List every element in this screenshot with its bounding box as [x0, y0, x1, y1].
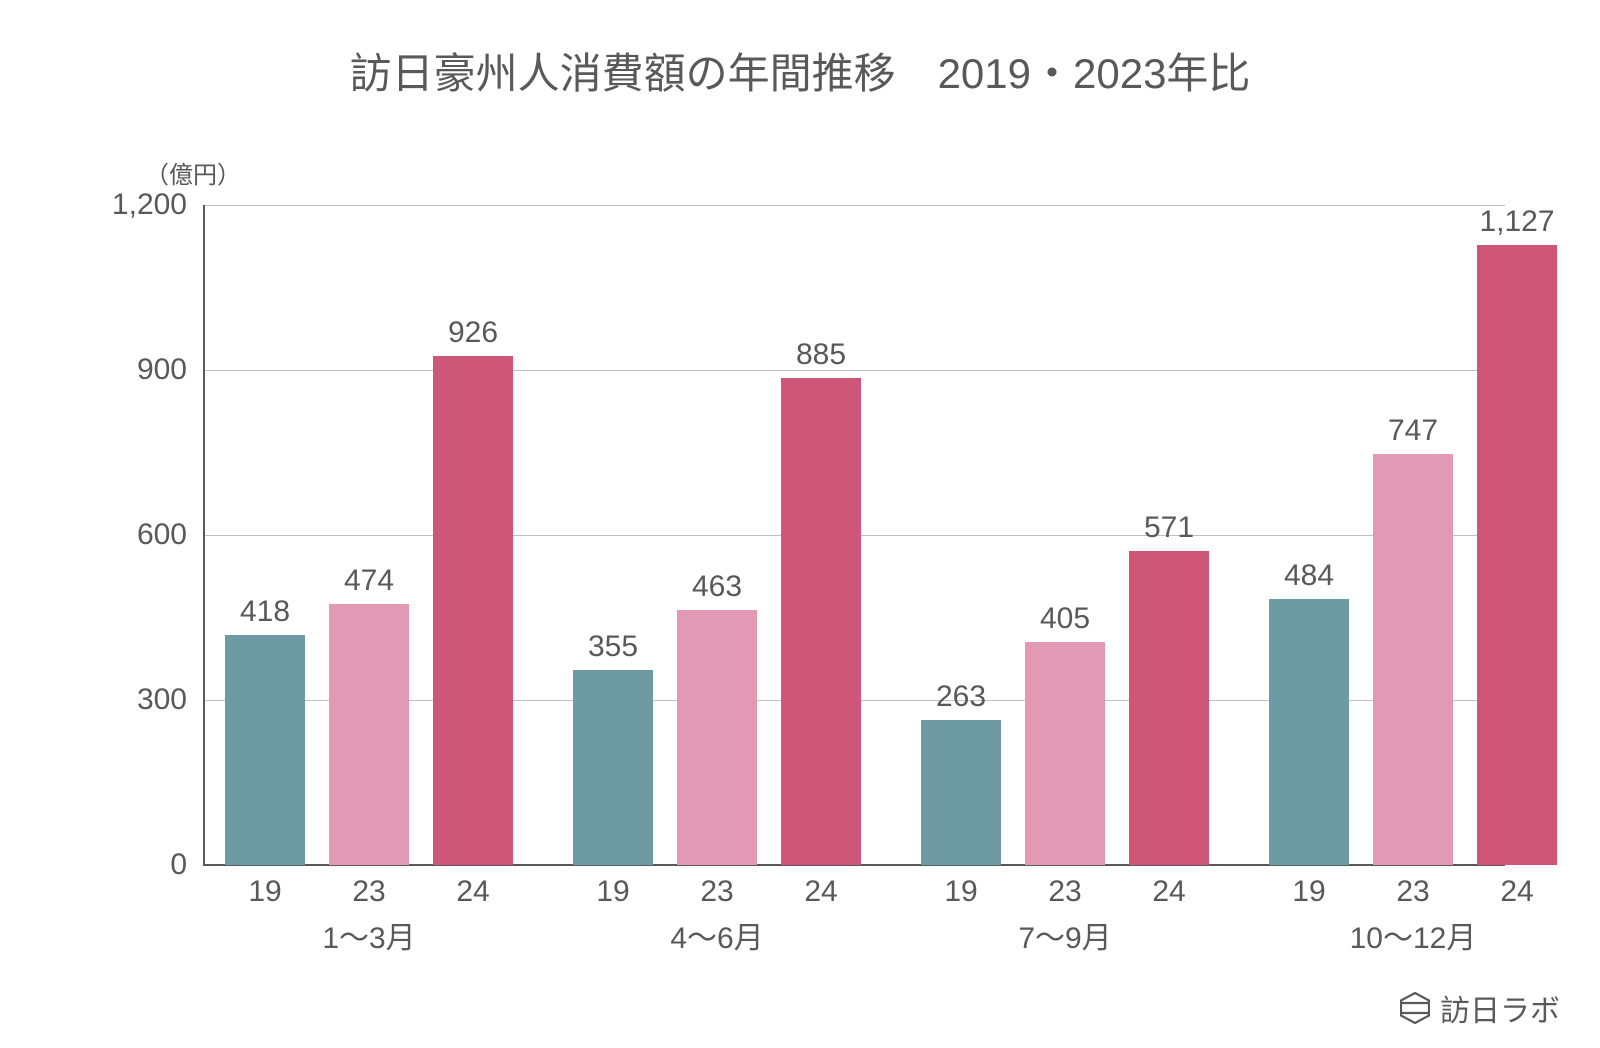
- chart-container: 訪日豪州人消費額の年間推移 2019・2023年比 （億円） 030060090…: [0, 0, 1600, 1048]
- x-group-label: 10〜12月: [1350, 865, 1477, 957]
- bar-value-label: 1,127: [1479, 205, 1554, 245]
- bar: 355: [573, 670, 653, 865]
- bar: 263: [921, 720, 1001, 865]
- gridline: [205, 370, 1505, 371]
- bar-value-label: 747: [1388, 414, 1438, 454]
- y-tick-label: 1,200: [112, 188, 205, 222]
- bar-value-label: 474: [344, 564, 394, 604]
- x-tick-label: 24: [804, 865, 837, 909]
- bar: 463: [677, 610, 757, 865]
- bar: 405: [1025, 642, 1105, 865]
- y-tick-label: 300: [137, 683, 205, 717]
- hexagon-icon: [1400, 992, 1430, 1024]
- bar: 418: [225, 635, 305, 865]
- plot-area: 03006009001,2004181947423926241〜3月355194…: [205, 205, 1505, 865]
- x-tick-label: 19: [596, 865, 629, 909]
- bar-value-label: 463: [692, 570, 742, 610]
- y-tick-label: 900: [137, 353, 205, 387]
- bar: 1,127: [1477, 245, 1557, 865]
- x-group-label: 7〜9月: [1018, 865, 1111, 957]
- gridline: [205, 205, 1505, 206]
- x-group-label: 1〜3月: [322, 865, 415, 957]
- bar: 484: [1269, 599, 1349, 865]
- chart-title: 訪日豪州人消費額の年間推移 2019・2023年比: [0, 40, 1600, 101]
- x-tick-label: 19: [1292, 865, 1325, 909]
- y-axis: [203, 205, 205, 865]
- bar-value-label: 418: [240, 595, 290, 635]
- y-axis-unit: （億円）: [145, 155, 241, 190]
- attribution: 訪日ラボ: [1400, 986, 1560, 1030]
- bar: 571: [1129, 551, 1209, 865]
- bar-value-label: 405: [1040, 602, 1090, 642]
- y-tick-label: 600: [137, 518, 205, 552]
- bar-value-label: 885: [796, 338, 846, 378]
- x-tick-label: 24: [456, 865, 489, 909]
- bar-value-label: 571: [1144, 511, 1194, 551]
- bar-value-label: 263: [936, 680, 986, 720]
- x-tick-label: 24: [1500, 865, 1533, 909]
- bar: 885: [781, 378, 861, 865]
- bar: 926: [433, 356, 513, 865]
- bar-value-label: 926: [448, 316, 498, 356]
- bar: 747: [1373, 454, 1453, 865]
- x-group-label: 4〜6月: [670, 865, 763, 957]
- x-tick-label: 19: [248, 865, 281, 909]
- x-tick-label: 24: [1152, 865, 1185, 909]
- bar: 474: [329, 604, 409, 865]
- x-tick-label: 19: [944, 865, 977, 909]
- bar-value-label: 355: [588, 630, 638, 670]
- attribution-text: 訪日ラボ: [1440, 986, 1560, 1030]
- y-tick-label: 0: [170, 848, 205, 882]
- bar-value-label: 484: [1284, 559, 1334, 599]
